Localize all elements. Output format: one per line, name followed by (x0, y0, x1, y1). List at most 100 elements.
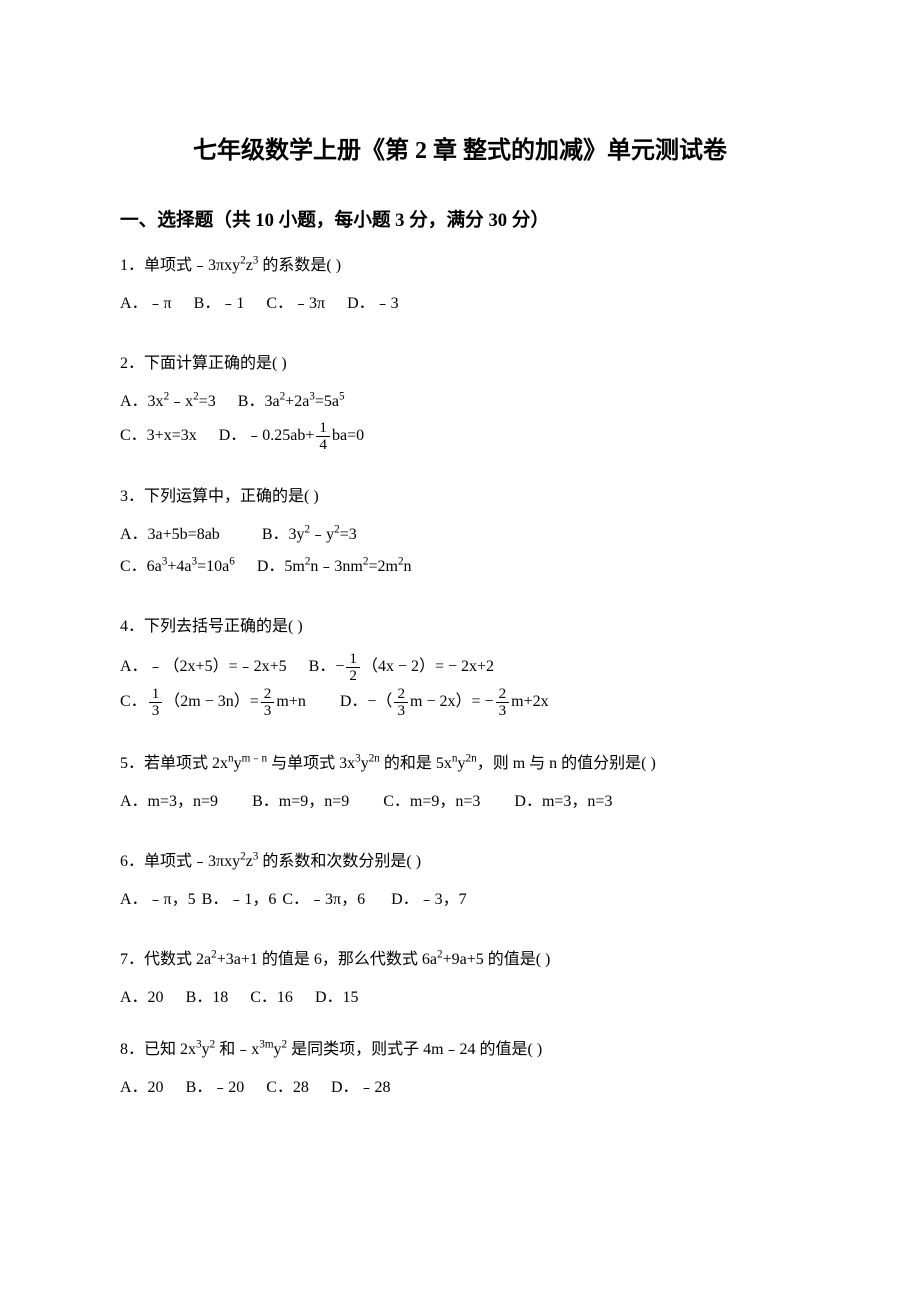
q5-opt-d: D．m=3，n=3 (514, 786, 612, 818)
q8-opt-d: D．﹣28 (331, 1072, 391, 1104)
q4-text: ．下列去括号正确的是( ) (128, 618, 303, 635)
q4-opt-c: C．13（2m − 3n）=23m+n (120, 684, 306, 719)
question-1: 1．单项式﹣3πxy2z3 的系数是( ) A．﹣π B．﹣1 C．﹣3π D．… (120, 250, 800, 320)
q8-options: A．20 B．﹣20 C．28 D．﹣28 (120, 1072, 800, 1104)
q3-options-row1: A．3a+5b=8ab B．3y2﹣y2=3 (120, 519, 800, 551)
q7-b: +3a+1 的值是 6，那么代数式 6a (217, 951, 437, 968)
q7-opt-b: B．18 (186, 982, 229, 1014)
question-4: 4．下列去括号正确的是( ) A．﹣（2x+5）=﹣2x+5 B．−12（4x … (120, 611, 800, 719)
q3b-b: ﹣y (310, 526, 334, 543)
q4c-a: C． (120, 693, 147, 710)
q8-opt-b: B．﹣20 (186, 1072, 245, 1104)
q3-text: ．下列运算中，正确的是( ) (128, 488, 319, 505)
q4b-a: B． (309, 658, 336, 675)
q1-text-b: z (246, 257, 253, 274)
q8-num: 8 (120, 1041, 128, 1058)
q2-stem: 2．下面计算正确的是( ) (120, 348, 800, 380)
q7-a: ．代数式 2a (128, 951, 211, 968)
q1-options: A．﹣π B．﹣1 C．﹣3π D．﹣3 (120, 288, 800, 320)
q8-opt-a: A．20 (120, 1072, 164, 1104)
question-3: 3．下列运算中，正确的是( ) A．3a+5b=8ab B．3y2﹣y2=3 C… (120, 481, 800, 583)
q4d-a: D． (340, 693, 368, 710)
q5-smn: m﹣n (242, 752, 267, 764)
q8-stem: 8．已知 2x3y2 和﹣x3my2 是同类项，则式子 4m﹣24 的值是( ) (120, 1034, 800, 1066)
question-7: 7．代数式 2a2+3a+1 的值是 6，那么代数式 6a2+9a+5 的值是(… (120, 944, 800, 1014)
section-heading: 一、选择题（共 10 小题，每小题 3 分，满分 30 分） (120, 205, 800, 232)
q6-opt-a: A．﹣π，5 (120, 884, 196, 916)
q3d-a: D．5m (257, 558, 305, 575)
q7-opt-a: A．20 (120, 982, 164, 1014)
q6-opt-c: C．﹣3π，6 (282, 884, 365, 916)
q3c-s3: 6 (229, 556, 235, 568)
q6-a: ．单项式﹣3πxy (128, 853, 240, 870)
q6-options: A．﹣π，5 B．﹣1，6 C．﹣3π，6 D．﹣3，7 (120, 884, 800, 916)
q1-opt-d: D．﹣3 (347, 288, 399, 320)
q4c-f1d: 3 (149, 703, 163, 719)
q5-a: ．若单项式 2x (128, 755, 228, 772)
q3-opt-c: C．6a3+4a3=10a6 (120, 551, 235, 583)
q7-opt-d: D．15 (315, 982, 359, 1014)
q4b-pre: − (335, 658, 344, 675)
q4d-mid1: m − 2x）= − (410, 693, 494, 710)
q1-opt-b: B．﹣1 (194, 288, 245, 320)
q5-g: ，则 m 与 n 的值分别是( ) (477, 755, 656, 772)
q4-options-row2: C．13（2m − 3n）=23m+n D．−（23m − 2x）= −23m+… (120, 684, 800, 719)
q4-opt-d: D．−（23m − 2x）= −23m+2x (340, 684, 549, 719)
q5-num: 5 (120, 755, 128, 772)
q2-opt-d: D．﹣0.25ab+14ba=0 (219, 418, 364, 453)
q2-num: 2 (120, 355, 128, 372)
q6-opt-d: D．﹣3，7 (391, 884, 467, 916)
q6-opt-b: B．﹣1，6 (202, 884, 277, 916)
q2b-c: =5a (315, 393, 339, 410)
q3-opt-a: A．3a+5b=8ab (120, 519, 220, 551)
q4c-mid2: m+n (276, 693, 305, 710)
q4-stem: 4．下列去括号正确的是( ) (120, 611, 800, 643)
q5-f: y (458, 755, 466, 772)
q4c-frac2: 23 (261, 686, 275, 719)
q4d-frac1: 23 (394, 686, 408, 719)
q5-c: 与单项式 3x (267, 755, 355, 772)
q3-options-row2: C．6a3+4a3=10a6 D．5m2n﹣3nm2=2m2n (120, 551, 800, 583)
q5-b: y (234, 755, 242, 772)
q2-options-row1: A．3x2﹣x2=3 B．3a2+2a3=5a5 (120, 386, 800, 418)
q4c-frac1: 13 (149, 686, 163, 719)
q6-c: 的系数和次数分别是( ) (258, 853, 421, 870)
q2-opt-b: B．3a2+2a3=5a5 (238, 386, 345, 418)
q3c-a: C．6a (120, 558, 162, 575)
q5-opt-a: A．m=3，n=9 (120, 786, 218, 818)
q4c-f1n: 1 (149, 686, 163, 703)
q1-text-a: ．单项式﹣3πxy (128, 257, 240, 274)
q3-stem: 3．下列运算中，正确的是( ) (120, 481, 800, 513)
q5-e: 的和是 5x (380, 755, 452, 772)
q4b-frac: 12 (346, 651, 360, 684)
q2d-a: D．﹣0.25ab+ (219, 427, 315, 444)
q4c-mid1: （2m − 3n）= (164, 693, 259, 710)
q8-s3: 3m (259, 1038, 273, 1050)
q5-d: y (361, 755, 369, 772)
q2d-frac-d: 4 (316, 437, 330, 453)
q1-text-c: 的系数是( ) (258, 257, 341, 274)
q1-opt-c: C．﹣3π (266, 288, 325, 320)
q3d-c: =2m (368, 558, 397, 575)
q2b-s3: 5 (339, 391, 345, 403)
q4b-f1n: 1 (346, 651, 360, 668)
q2-opt-a: A．3x2﹣x2=3 (120, 386, 216, 418)
q4b-f1d: 2 (346, 668, 360, 684)
q1-opt-a: A．﹣π (120, 288, 172, 320)
q3-opt-b: B．3y2﹣y2=3 (262, 519, 357, 551)
q4c-f2n: 2 (261, 686, 275, 703)
q8-e: 是同类项，则式子 4m﹣24 的值是( ) (287, 1041, 542, 1058)
q4-opt-a: A．﹣（2x+5）=﹣2x+5 (120, 649, 287, 684)
q4d-f1n: 2 (394, 686, 408, 703)
q5-s2n2: 2n (466, 752, 477, 764)
q3c-c: =10a (197, 558, 229, 575)
q2-options-row2: C．3+x=3x D．﹣0.25ab+14ba=0 (120, 418, 800, 453)
q7-c: +9a+5 的值是( ) (443, 951, 551, 968)
q4-num: 4 (120, 618, 128, 635)
q5-opt-c: C．m=9，n=3 (383, 786, 480, 818)
q4-options-row1: A．﹣（2x+5）=﹣2x+5 B．−12（4x − 2）= − 2x+2 (120, 649, 800, 684)
q5-opt-b: B．m=9，n=9 (252, 786, 349, 818)
q6-stem: 6．单项式﹣3πxy2z3 的系数和次数分别是( ) (120, 846, 800, 878)
q2a-a: A．3x (120, 393, 164, 410)
question-5: 5．若单项式 2xnym﹣n 与单项式 3x3y2n 的和是 5xny2n，则 … (120, 748, 800, 818)
